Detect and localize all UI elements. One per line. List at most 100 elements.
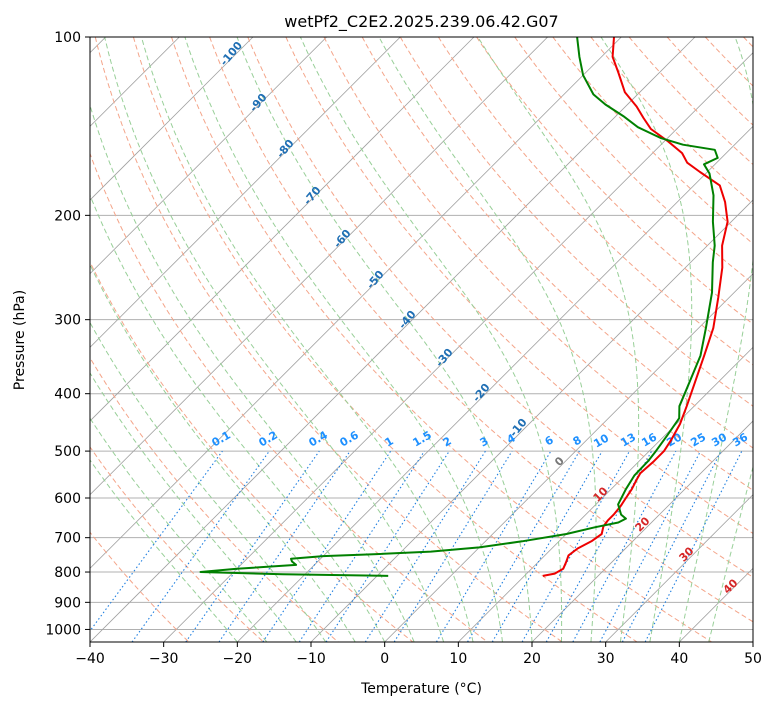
dry-adiabat-line (171, 37, 712, 642)
y-tick-label: 300 (54, 313, 81, 329)
plot-frame (89, 36, 754, 643)
chart-title: wetPf2_C2E2.2025.239.06.42.G07 (284, 12, 558, 32)
moist-adiabat-label: 30 (677, 544, 697, 564)
mixing-ratio-line (467, 450, 580, 642)
x-tick-label: −30 (149, 651, 179, 667)
x-tick-label: 10 (449, 651, 467, 667)
dry-adiabat-line (90, 356, 339, 642)
isotherm-line (384, 273, 753, 642)
mixing-ratio-line (298, 450, 425, 642)
mixing-ratio-label: 16 (639, 430, 659, 449)
dry-adiabat-line (399, 37, 753, 407)
moist-adiabat-line (600, 37, 693, 642)
dry-adiabat-line (209, 37, 753, 623)
mixing-ratio-line (218, 450, 351, 642)
dry-adiabat-label: -100 (217, 39, 245, 69)
x-tick-label: 20 (523, 651, 541, 667)
isotherm-line (458, 346, 753, 642)
dry-adiabat-line (132, 37, 638, 642)
x-tick-label: −10 (296, 651, 326, 667)
mixing-ratio-label: 8 (571, 433, 584, 448)
isotherm-line (752, 641, 753, 642)
x-tick-label: 30 (597, 651, 615, 667)
y-tick-label: 200 (54, 208, 81, 224)
mixing-ratio-label: 13 (618, 431, 638, 450)
y-tick-label: 900 (54, 595, 81, 611)
mixing-ratio-lines (90, 450, 743, 642)
y-tick-label: 400 (54, 387, 81, 403)
mixing-ratio-label: 36 (730, 430, 750, 449)
moist-adiabat-line (90, 321, 327, 642)
mixing-ratio-line (521, 450, 630, 642)
dry-adiabat-label: -70 (301, 184, 324, 208)
isotherm-grid (90, 37, 753, 642)
mixing-ratio-label: 2 (441, 434, 454, 449)
mixing-ratio-line (435, 450, 552, 642)
dry-adiabat-label: -20 (470, 381, 493, 405)
y-tick-label: 800 (54, 565, 81, 581)
mixing-ratio-label: 30 (709, 430, 729, 449)
isotherm-line (531, 420, 753, 642)
mixing-ratio-label: 1 (383, 434, 396, 449)
moist-adiabat-line (299, 37, 563, 642)
mixing-ratio-line (644, 450, 743, 642)
y-tick-label: 100 (54, 30, 81, 46)
mixing-ratio-line (545, 450, 653, 642)
dry-adiabat-line (361, 37, 753, 449)
mixing-ratio-line (572, 450, 677, 642)
mixing-ratio-line (364, 450, 486, 642)
isotherm-line (90, 37, 696, 642)
isotherm-line (237, 125, 753, 642)
dry-adiabat-line (743, 37, 753, 48)
moist-adiabat-line (104, 37, 445, 642)
moist-adiabat-line (708, 465, 753, 642)
y-tick-label: 500 (54, 444, 81, 460)
dry-adiabat-line (247, 37, 753, 578)
mixing-ratio-label: 0.1 (210, 428, 233, 449)
y-axis-label: Pressure (hPa) (12, 290, 28, 390)
mixing-ratio-label: 1.5 (411, 428, 434, 449)
isotherm-line (90, 37, 254, 201)
mixing-ratio-line (262, 450, 392, 642)
isotherm-line (163, 52, 753, 642)
dry-adiabat-line (514, 37, 753, 285)
x-tick-label: −40 (75, 651, 105, 667)
moist-adiabat-line (378, 37, 597, 642)
moist-adiabat-line (236, 37, 533, 642)
dry-adiabat-line (90, 531, 190, 642)
moist-adiabat-line (90, 417, 268, 642)
sounding-series (199, 37, 729, 577)
dry-adiabat-label: -60 (331, 227, 354, 251)
y-tick-label: 600 (54, 491, 81, 507)
isotherm-line (310, 199, 753, 642)
dry-adiabat-label: -90 (247, 91, 270, 115)
mixing-ratio-line (90, 450, 223, 632)
moist-adiabat-line (90, 372, 297, 642)
moist-adiabat-line (477, 37, 640, 642)
mixing-ratio-label: 0.2 (257, 428, 280, 449)
dry-adiabat-label: -80 (274, 137, 297, 161)
isotherm-line (90, 37, 622, 569)
y-axis-ticks: 100 200 300 400 500 600 700 800 900 1000 (45, 30, 90, 638)
isotherm-line (90, 37, 475, 422)
moist-adiabat-line (90, 263, 356, 642)
moist-adiabat-label: 10 (591, 484, 611, 504)
dry-adiabat-line (94, 37, 563, 642)
y-tick-label: 700 (54, 531, 81, 547)
moist-adiabat-line (90, 193, 386, 642)
mixing-ratio-line (393, 450, 513, 642)
x-tick-label: −20 (223, 651, 253, 667)
mixing-ratio-line (491, 450, 603, 642)
dry-adiabat-label: -30 (433, 346, 456, 370)
dry-adiabat-line (285, 37, 753, 535)
dry-adiabat-line (90, 260, 414, 642)
x-tick-label: 0 (380, 651, 389, 667)
dry-adiabats (90, 37, 753, 642)
mixing-ratio-line (185, 450, 320, 642)
moist-adiabats (90, 37, 753, 642)
temperature-line (542, 37, 729, 577)
moist-adiabat-label: 20 (633, 514, 653, 534)
isotherm-line (605, 494, 753, 642)
mixing-ratio-label: 0.6 (338, 428, 362, 449)
